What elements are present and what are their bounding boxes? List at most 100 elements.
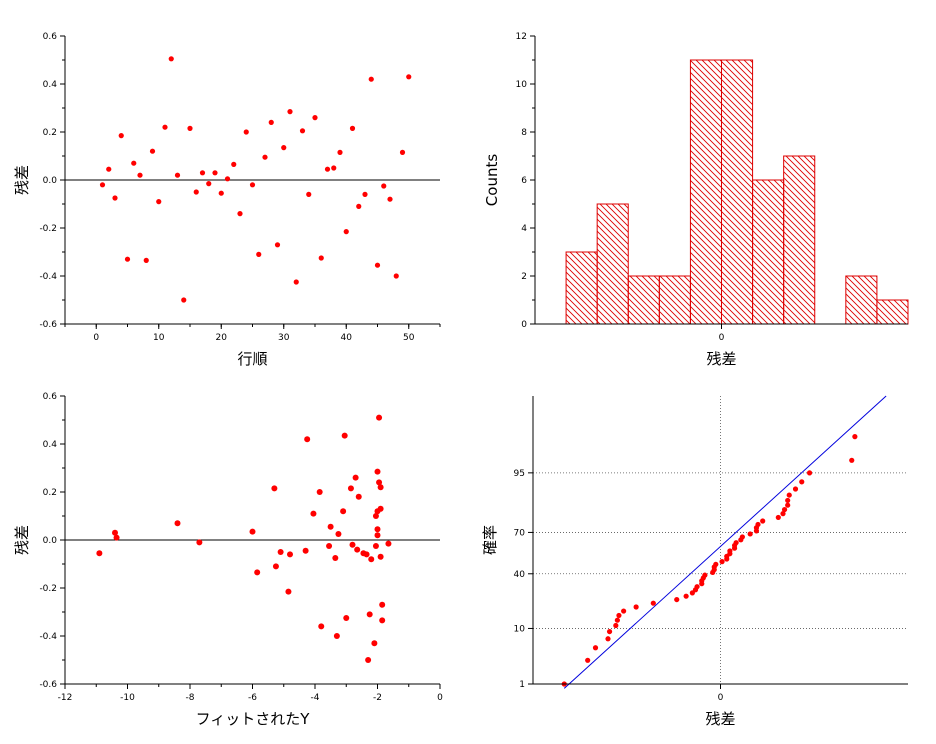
data-point	[376, 414, 383, 421]
data-point	[374, 508, 381, 515]
data-point	[592, 645, 599, 651]
data-point	[206, 181, 212, 187]
data-point	[362, 191, 368, 197]
data-point	[775, 514, 781, 521]
data-point	[118, 133, 124, 139]
data-point	[274, 242, 281, 248]
x-axis-label: フィットされたY	[196, 710, 311, 728]
data-point	[193, 189, 199, 195]
data-point	[131, 160, 137, 166]
data-point	[254, 569, 261, 576]
y-tick-label: 0.4	[43, 80, 58, 90]
data-point	[781, 506, 788, 513]
y-tick-label: 0.6	[43, 32, 58, 42]
data-point	[318, 255, 324, 261]
data-point	[333, 633, 340, 639]
data-point	[739, 534, 745, 540]
data-point	[99, 182, 106, 188]
x-axis-label: 行順	[237, 350, 267, 368]
data-point	[616, 612, 622, 619]
data-point	[755, 521, 761, 528]
data-point	[196, 539, 203, 546]
data-point	[316, 489, 323, 495]
data-point	[262, 154, 268, 160]
data-point	[281, 145, 287, 151]
y-tick-label: 10	[516, 80, 528, 90]
data-point	[212, 170, 218, 176]
data-point	[747, 531, 753, 537]
data-point	[379, 617, 386, 624]
data-point	[347, 485, 354, 492]
data-point	[605, 636, 611, 642]
data-point	[243, 129, 249, 135]
fit-line	[563, 395, 887, 689]
data-point	[727, 548, 733, 554]
data-point	[585, 657, 591, 663]
data-point	[96, 550, 103, 557]
data-point	[368, 76, 374, 82]
data-point	[713, 561, 719, 567]
data-point	[343, 229, 349, 235]
x-tick-label: -12	[58, 693, 73, 703]
x-tick-label: 20	[216, 333, 228, 343]
residual-vs-fitted-plot: -12 -10 -8 -6 -4 -2 0 -0.6 -0.4 -0.2 0.0 0.2 0.4 0.6 フ…	[13, 392, 443, 728]
data-point	[332, 555, 339, 561]
histogram-bar	[721, 59, 754, 325]
data-point	[312, 115, 318, 121]
data-point	[406, 74, 412, 80]
data-point	[352, 474, 359, 481]
y-tick-label: 2	[521, 272, 527, 282]
data-point	[374, 526, 381, 533]
data-point	[349, 125, 356, 131]
data-point	[399, 149, 406, 155]
data-point	[372, 543, 379, 549]
y-tick-label: -0.2	[39, 584, 57, 594]
data-point	[337, 149, 343, 155]
data-point	[271, 485, 278, 492]
data-point	[327, 523, 334, 530]
data-point	[349, 541, 356, 548]
y-axis-label: 確率	[481, 525, 499, 555]
data-point	[340, 508, 347, 515]
data-point	[287, 551, 293, 558]
data-point	[376, 479, 383, 486]
data-point	[719, 559, 725, 565]
data-point	[372, 513, 379, 519]
data-point	[606, 628, 613, 635]
y-tick-label: 70	[514, 528, 526, 538]
data-point	[806, 470, 813, 476]
data-point	[674, 596, 680, 603]
y-tick-label: 0.6	[43, 392, 58, 402]
histogram-bar	[876, 299, 909, 325]
data-point	[852, 434, 858, 440]
data-point	[249, 182, 256, 188]
data-point	[306, 191, 312, 197]
data-point	[187, 125, 193, 131]
data-point	[365, 657, 372, 663]
data-point	[374, 468, 381, 475]
x-tick-label: -2	[373, 693, 382, 703]
y-axis-label: 残差	[13, 525, 31, 555]
x-tick-label: 0	[437, 693, 443, 703]
x-tick-label: 0	[719, 333, 725, 343]
data-point	[381, 183, 387, 189]
data-point	[299, 128, 306, 134]
data-point	[786, 492, 792, 498]
histogram-bar	[689, 59, 723, 325]
data-point	[310, 510, 317, 517]
data-point	[106, 166, 112, 172]
data-point	[377, 553, 384, 560]
y-tick-label: 12	[516, 32, 527, 42]
data-point	[112, 529, 118, 536]
data-point	[683, 593, 689, 599]
data-point	[760, 518, 766, 524]
y-tick-label: -0.2	[39, 224, 57, 234]
data-point	[256, 251, 262, 257]
histogram-bar	[752, 179, 785, 325]
y-tick-label: 0.4	[43, 440, 58, 450]
data-point	[149, 148, 156, 154]
data-point	[331, 165, 337, 171]
data-point	[385, 540, 392, 547]
data-point	[613, 622, 619, 629]
data-point	[379, 601, 386, 608]
